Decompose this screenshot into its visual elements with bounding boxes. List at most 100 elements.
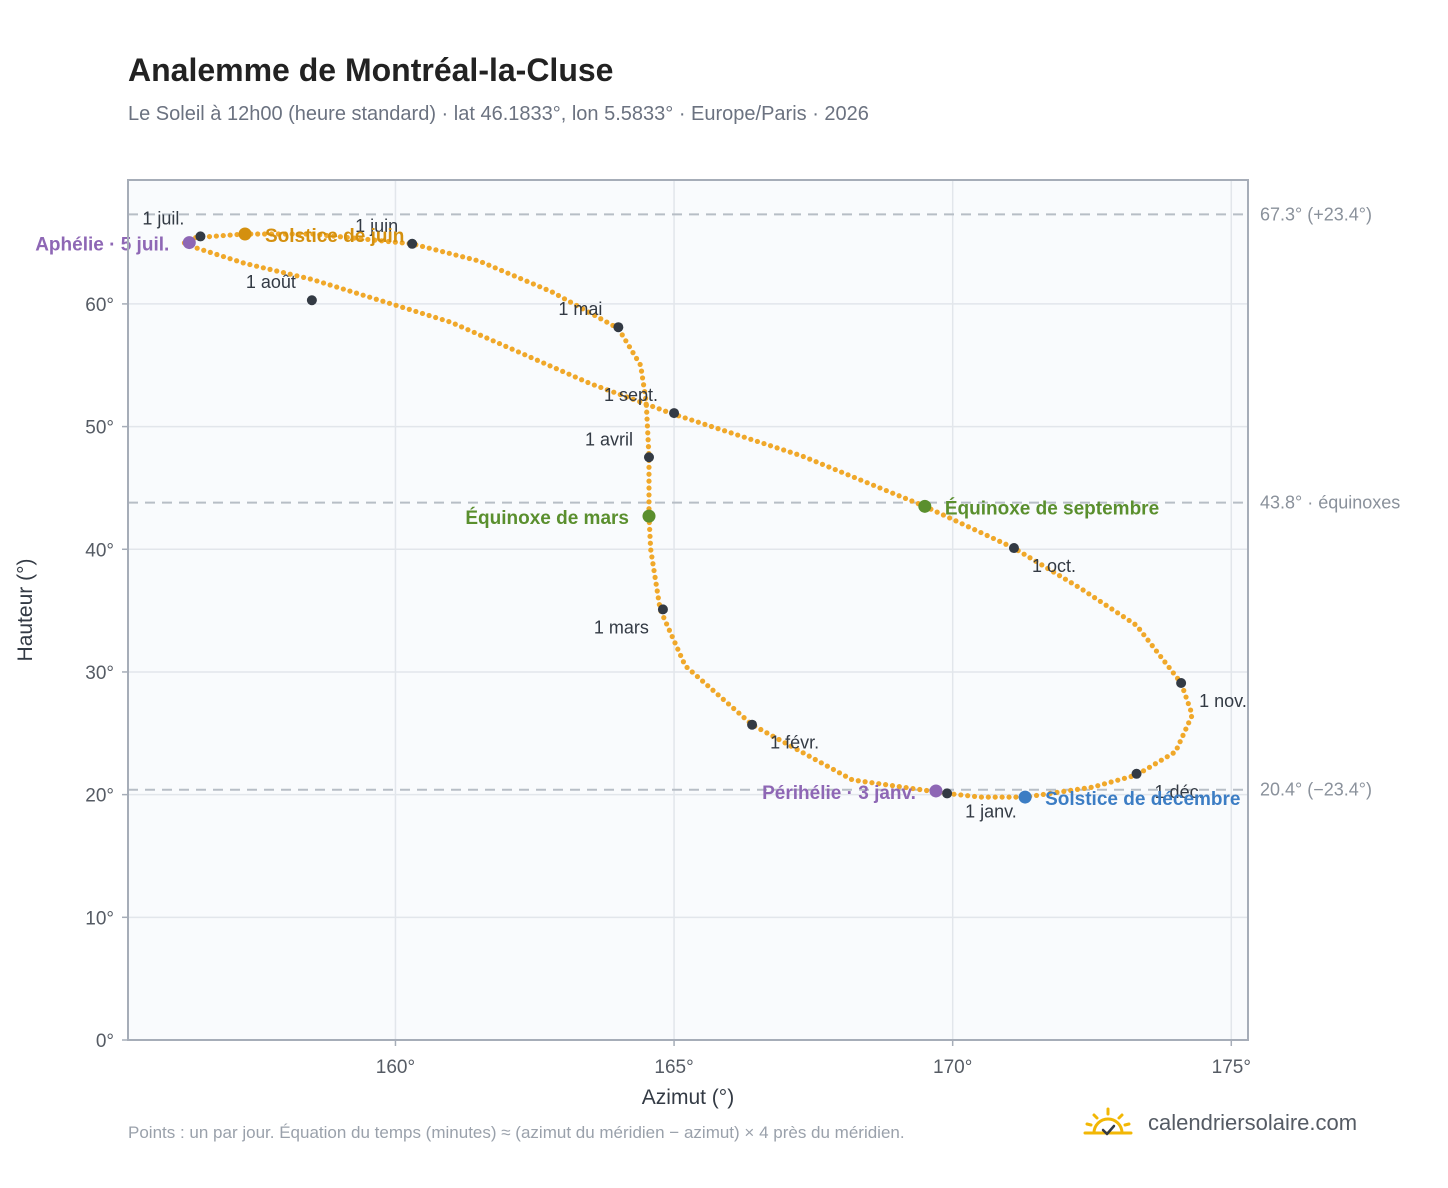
daily-sun-point bbox=[1095, 783, 1101, 789]
daily-sun-point bbox=[720, 696, 726, 702]
x-tick-label: 175° bbox=[1212, 1057, 1251, 1078]
daily-sun-point bbox=[1003, 541, 1009, 547]
reference-line-label: 43.8° · équinoxes bbox=[1260, 493, 1400, 513]
daily-sun-point bbox=[774, 445, 780, 451]
daily-sun-point bbox=[1074, 786, 1081, 793]
daily-sun-point bbox=[385, 238, 392, 245]
daily-sun-point bbox=[386, 300, 393, 306]
event-label: Équinoxe de septembre bbox=[945, 497, 1159, 519]
daily-sun-point bbox=[826, 464, 832, 470]
daily-sun-point bbox=[530, 281, 536, 287]
y-tick-label: 60° bbox=[85, 295, 114, 316]
daily-sun-point bbox=[741, 434, 747, 440]
month-marker-label: 1 janv. bbox=[965, 801, 1017, 821]
daily-sun-point bbox=[689, 669, 695, 675]
daily-sun-point bbox=[896, 783, 902, 790]
daily-sun-point bbox=[522, 352, 528, 358]
daily-sun-point bbox=[940, 512, 947, 518]
daily-sun-point bbox=[1158, 757, 1164, 763]
daily-sun-point bbox=[999, 794, 1005, 800]
daily-sun-point bbox=[484, 335, 490, 341]
daily-sun-point bbox=[728, 430, 734, 436]
daily-sun-point bbox=[651, 567, 657, 574]
daily-sun-point bbox=[515, 349, 522, 355]
daily-sun-point bbox=[818, 760, 824, 766]
daily-sun-point bbox=[806, 753, 812, 759]
daily-sun-point bbox=[1033, 558, 1039, 564]
daily-sun-point bbox=[1062, 576, 1069, 582]
daily-sun-point bbox=[1140, 768, 1147, 774]
daily-sun-point bbox=[736, 710, 742, 716]
daily-sun-point bbox=[511, 273, 517, 279]
month-marker bbox=[407, 238, 418, 249]
plot-background bbox=[128, 180, 1248, 1040]
daily-sun-point bbox=[580, 306, 586, 312]
daily-sun-point bbox=[518, 275, 524, 282]
daily-sun-point bbox=[630, 396, 636, 402]
daily-sun-point bbox=[320, 280, 327, 286]
daily-sun-point bbox=[267, 266, 273, 272]
daily-sun-point bbox=[1115, 610, 1121, 616]
daily-sun-point bbox=[360, 292, 366, 298]
daily-sun-point bbox=[1068, 787, 1074, 794]
daily-sun-point bbox=[1177, 739, 1183, 745]
brand[interactable]: calendriersolaire.com bbox=[1082, 1100, 1357, 1146]
reference-line-label: 20.4° (−23.4°) bbox=[1260, 780, 1372, 800]
month-marker-label: 1 déc. bbox=[1155, 782, 1204, 802]
daily-sun-point bbox=[419, 243, 426, 250]
daily-sun-point bbox=[617, 391, 623, 398]
daily-sun-point bbox=[1185, 700, 1191, 707]
daily-sun-point bbox=[1054, 789, 1060, 796]
daily-sun-point bbox=[710, 687, 716, 693]
daily-sun-point bbox=[282, 231, 288, 237]
daily-sun-point bbox=[663, 621, 670, 627]
daily-sun-point bbox=[553, 366, 559, 372]
daily-sun-point bbox=[647, 533, 653, 539]
daily-sun-point bbox=[460, 254, 466, 260]
daily-sun-point bbox=[498, 267, 505, 274]
month-marker-label: 1 févr. bbox=[770, 733, 819, 753]
daily-sun-point bbox=[650, 403, 656, 410]
daily-sun-point bbox=[972, 527, 978, 533]
daily-sun-point bbox=[260, 265, 266, 271]
daily-sun-point bbox=[1108, 779, 1114, 785]
daily-sun-point bbox=[604, 319, 610, 325]
daily-sun-point bbox=[1126, 617, 1132, 624]
daily-sun-point bbox=[1115, 777, 1121, 783]
daily-sun-point bbox=[1080, 587, 1086, 593]
x-tick-label: 165° bbox=[654, 1057, 693, 1078]
daily-sun-point bbox=[419, 310, 426, 317]
daily-sun-point bbox=[758, 726, 764, 733]
daily-sun-point bbox=[327, 282, 333, 288]
daily-sun-point bbox=[682, 415, 688, 421]
month-marker-label: 1 août bbox=[246, 272, 296, 292]
daily-sun-point bbox=[549, 289, 555, 295]
daily-sun-point bbox=[358, 236, 364, 242]
event-label: Équinoxe de mars bbox=[465, 507, 629, 529]
month-marker bbox=[1176, 677, 1187, 688]
daily-sun-point bbox=[800, 750, 806, 756]
reference-lines: 67.3° (+23.4°) 43.8° · équinoxes 20.4° (−2… bbox=[128, 204, 1400, 800]
daily-sun-point bbox=[990, 535, 997, 542]
event-marker bbox=[642, 509, 656, 523]
daily-sun-point bbox=[1120, 614, 1126, 620]
daily-sun-point bbox=[560, 368, 566, 375]
daily-sun-point bbox=[543, 286, 549, 292]
daily-sun-point bbox=[788, 743, 794, 749]
daily-sun-point bbox=[883, 782, 889, 788]
daily-sun-point bbox=[274, 268, 280, 274]
daily-sun-point bbox=[869, 780, 875, 786]
daily-sun-point bbox=[201, 247, 207, 253]
daily-sun-point bbox=[367, 294, 373, 300]
daily-sun-point bbox=[1040, 791, 1046, 798]
daily-sun-point bbox=[978, 794, 985, 800]
daily-sun-point bbox=[365, 236, 371, 243]
y-tick-label: 40° bbox=[85, 540, 114, 561]
daily-sun-point bbox=[268, 231, 275, 237]
daily-sun-point bbox=[896, 493, 902, 499]
daily-sun-point bbox=[644, 416, 650, 422]
daily-sun-point bbox=[453, 252, 459, 258]
daily-sun-point bbox=[903, 784, 909, 791]
daily-sun-point bbox=[303, 231, 309, 237]
daily-sun-point bbox=[992, 794, 998, 800]
